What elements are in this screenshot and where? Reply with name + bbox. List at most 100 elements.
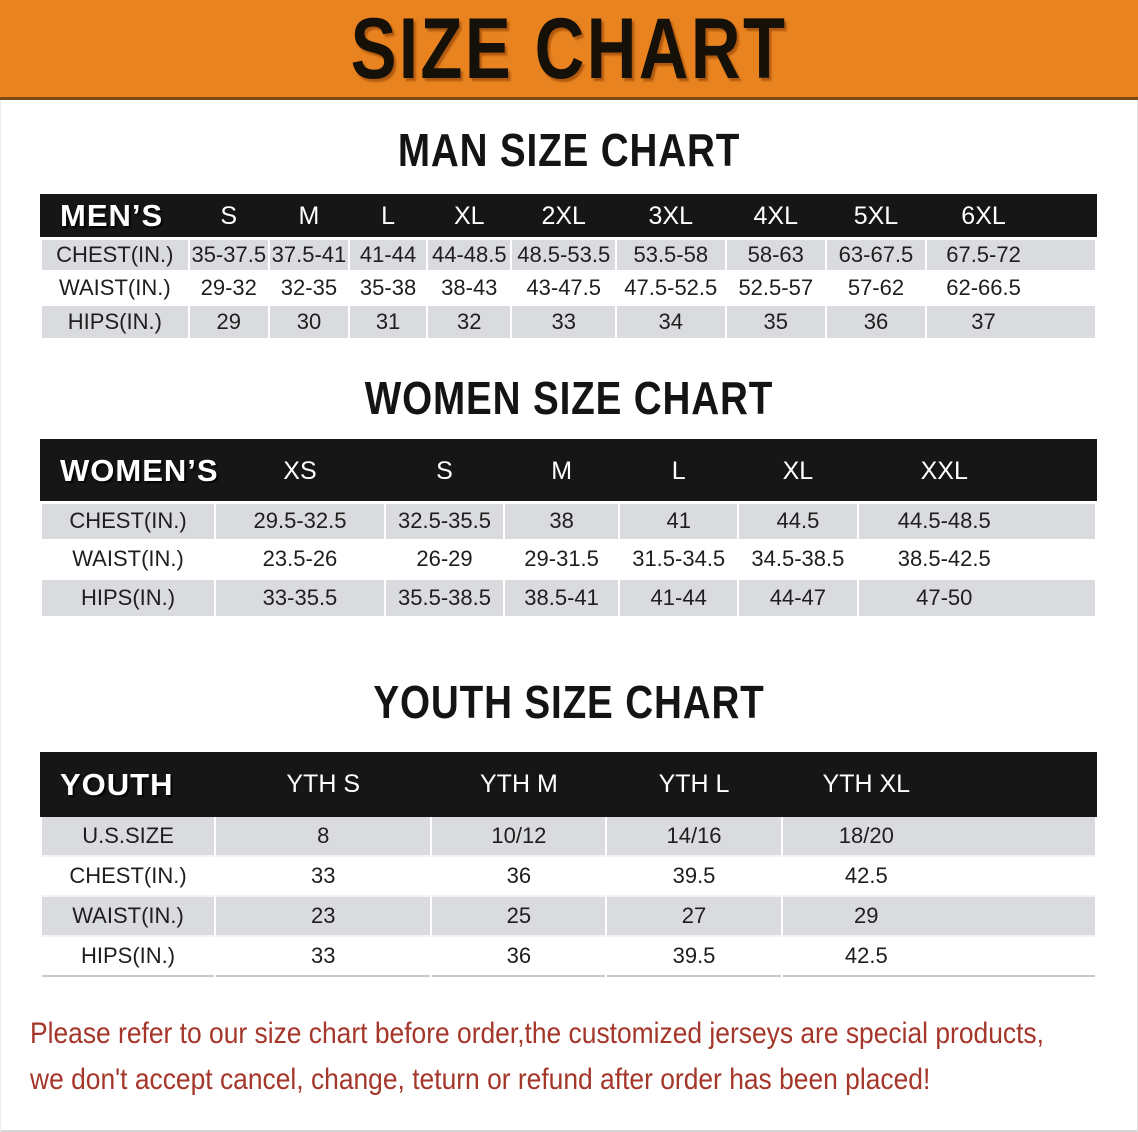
men-size-value-cell: 37.5-41: [267, 237, 351, 272]
men-size-column-s: S: [187, 193, 270, 240]
women-row-waist-in: WAIST(IN.) 23.5-26 26-29 29-31.5 31.5-34.5 34…: [39, 538, 1097, 579]
men-size-value-cell: 29-32: [187, 270, 270, 305]
men-size-value-cell: 33: [510, 303, 617, 338]
disclaimer-line-1: Please refer to our size chart before or…: [30, 1017, 1044, 1051]
men-header-row: MEN’S S M L XL 2XL 3XL 4XL 5XL 6XL: [40, 193, 1097, 240]
youth-size-value-cell: 23: [214, 895, 433, 937]
men-row-chest-in: CHEST(IN.) 35-37.5 37.5-41 41-44 44-48.5 48.5…: [40, 237, 1097, 272]
men-size-value-cell: 47.5-52.5: [614, 270, 727, 305]
men-group-label: MEN’S: [40, 193, 190, 240]
men-size-column-4xl: 4XL: [724, 193, 827, 240]
women-size-value-cell: 38: [503, 500, 621, 541]
women-size-value-cell: 23.5-26: [214, 538, 386, 579]
women-measure-label: HIPS(IN.): [39, 576, 217, 617]
men-size-value-cell: 44-48.5: [426, 237, 513, 272]
women-size-value-cell: 34.5-38.5: [737, 538, 859, 579]
men-size-value-cell: 29: [187, 303, 270, 338]
youth-size-value-cell: 33: [214, 855, 433, 897]
men-measure-label: WAIST(IN.): [40, 270, 190, 305]
women-size-value-cell: 33-35.5: [214, 576, 386, 617]
men-row-waist-in: WAIST(IN.) 29-32 32-35 35-38 38-43 43-47.5 47.…: [40, 270, 1097, 305]
youth-size-value-cell: 39.5: [605, 855, 783, 897]
women-size-value-cell: 38.5-41: [503, 576, 621, 617]
men-row-hips-in: HIPS(IN.) 29 30 31 32 33 34 35 36 37: [40, 303, 1097, 338]
youth-row-chest-in: CHEST(IN.) 33 36 39.5 42.5: [39, 855, 1098, 897]
youth-size-column-yth-xl: YTH XL: [780, 752, 1098, 818]
men-size-value-cell: 30: [267, 303, 351, 338]
women-row-chest-in: CHEST(IN.) 29.5-32.5 32.5-35.5 38 41 44.5 44.5…: [39, 500, 1097, 541]
women-section: WOMEN SIZE CHART WOMEN’S XS S M L XL XXL CHEST(…: [0, 371, 1138, 617]
youth-size-column-yth-m: YTH M: [430, 752, 608, 818]
youth-measure-label: WAIST(IN.): [39, 895, 217, 937]
women-size-value-cell: 41: [618, 500, 740, 541]
men-measure-label: CHEST(IN.): [40, 237, 190, 272]
men-size-value-cell: 38-43: [426, 270, 513, 305]
women-size-value-cell: 44-47: [737, 576, 859, 617]
women-size-column-xs: XS: [214, 439, 386, 504]
youth-size-value-cell: 36: [430, 935, 608, 977]
banner: SIZE CHART: [0, 0, 1138, 100]
women-size-value-cell: 32.5-35.5: [383, 500, 506, 541]
men-size-value-cell: 62-66.5: [925, 270, 1097, 305]
women-row-hips-in: HIPS(IN.) 33-35.5 35.5-38.5 38.5-41 41-44 44-…: [39, 576, 1097, 617]
women-measure-label: CHEST(IN.): [39, 500, 217, 541]
youth-size-value-cell: 39.5: [605, 935, 783, 977]
women-size-value-cell: 47-50: [856, 576, 1097, 617]
men-size-value-cell: 34: [614, 303, 727, 338]
women-size-value-cell: 35.5-38.5: [383, 576, 506, 617]
women-size-column-xl: XL: [737, 439, 859, 504]
youth-size-value-cell: 42.5: [780, 855, 1098, 897]
youth-section: YOUTH SIZE CHART YOUTH YTH S YTH M YTH L YTH…: [0, 676, 1138, 978]
men-size-value-cell: 43-47.5: [510, 270, 617, 305]
disclaimer-line-2: we don't accept cancel, change, teturn o…: [30, 1063, 931, 1097]
men-size-value-cell: 57-62: [824, 270, 928, 305]
women-size-value-cell: 38.5-42.5: [856, 538, 1097, 579]
women-size-value-cell: 29.5-32.5: [214, 500, 386, 541]
men-size-value-cell: 36: [824, 303, 928, 338]
men-size-column-l: L: [348, 193, 429, 240]
men-size-column-m: M: [267, 193, 351, 240]
men-size-value-cell: 37: [925, 303, 1097, 338]
women-size-table: WOMEN’S XS S M L XL XXL CHEST(IN.) 29.5-32.5 32.5…: [39, 439, 1097, 617]
youth-size-column-yth-s: YTH S: [214, 752, 433, 818]
men-size-value-cell: 32: [426, 303, 513, 338]
men-size-value-cell: 53.5-58: [614, 237, 727, 272]
men-size-value-cell: 63-67.5: [824, 237, 928, 272]
youth-size-value-cell: 36: [430, 855, 608, 897]
youth-measure-label: HIPS(IN.): [39, 935, 217, 977]
women-size-value-cell: 41-44: [618, 576, 740, 617]
youth-measure-label: CHEST(IN.): [39, 855, 217, 897]
women-size-column-m: M: [503, 439, 621, 504]
men-section-heading: MAN SIZE CHART: [397, 124, 741, 176]
men-size-column-5xl: 5XL: [824, 193, 928, 240]
men-size-column-xl: XL: [426, 193, 513, 240]
youth-size-value-cell: 18/20: [780, 815, 1098, 857]
women-size-value-cell: 29-31.5: [503, 538, 621, 579]
men-size-value-cell: 35: [724, 303, 827, 338]
banner-title: SIZE CHART: [350, 0, 788, 97]
men-size-value-cell: 41-44: [348, 237, 429, 272]
women-size-column-s: S: [383, 439, 506, 504]
youth-size-value-cell: 25: [430, 895, 608, 937]
men-size-column-2xl: 2XL: [510, 193, 617, 240]
men-size-value-cell: 35-38: [348, 270, 429, 305]
men-size-table: MEN’S S M L XL 2XL 3XL 4XL 5XL 6XL CHEST(IN.) 35-37…: [40, 193, 1097, 338]
women-size-value-cell: 26-29: [383, 538, 506, 579]
women-section-heading: WOMEN SIZE CHART: [364, 371, 774, 424]
youth-size-value-cell: 33: [214, 935, 433, 977]
youth-size-value-cell: 8: [214, 815, 433, 857]
youth-size-value-cell: 27: [605, 895, 783, 937]
men-size-column-3xl: 3XL: [614, 193, 727, 240]
men-size-column-6xl: 6XL: [925, 193, 1097, 240]
youth-row-u-s-size: U.S.SIZE 8 10/12 14/16 18/20: [39, 815, 1098, 857]
youth-size-value-cell: 14/16: [605, 815, 783, 857]
women-size-column-xxl: XXL: [856, 439, 1097, 504]
youth-row-hips-in: HIPS(IN.) 33 36 39.5 42.5: [39, 935, 1098, 977]
women-size-value-cell: 31.5-34.5: [618, 538, 740, 579]
youth-size-value-cell: 29: [780, 895, 1098, 937]
men-size-value-cell: 35-37.5: [187, 237, 270, 272]
men-size-value-cell: 32-35: [267, 270, 351, 305]
youth-group-label: YOUTH: [39, 752, 217, 818]
youth-section-heading: YOUTH SIZE CHART: [373, 676, 765, 729]
